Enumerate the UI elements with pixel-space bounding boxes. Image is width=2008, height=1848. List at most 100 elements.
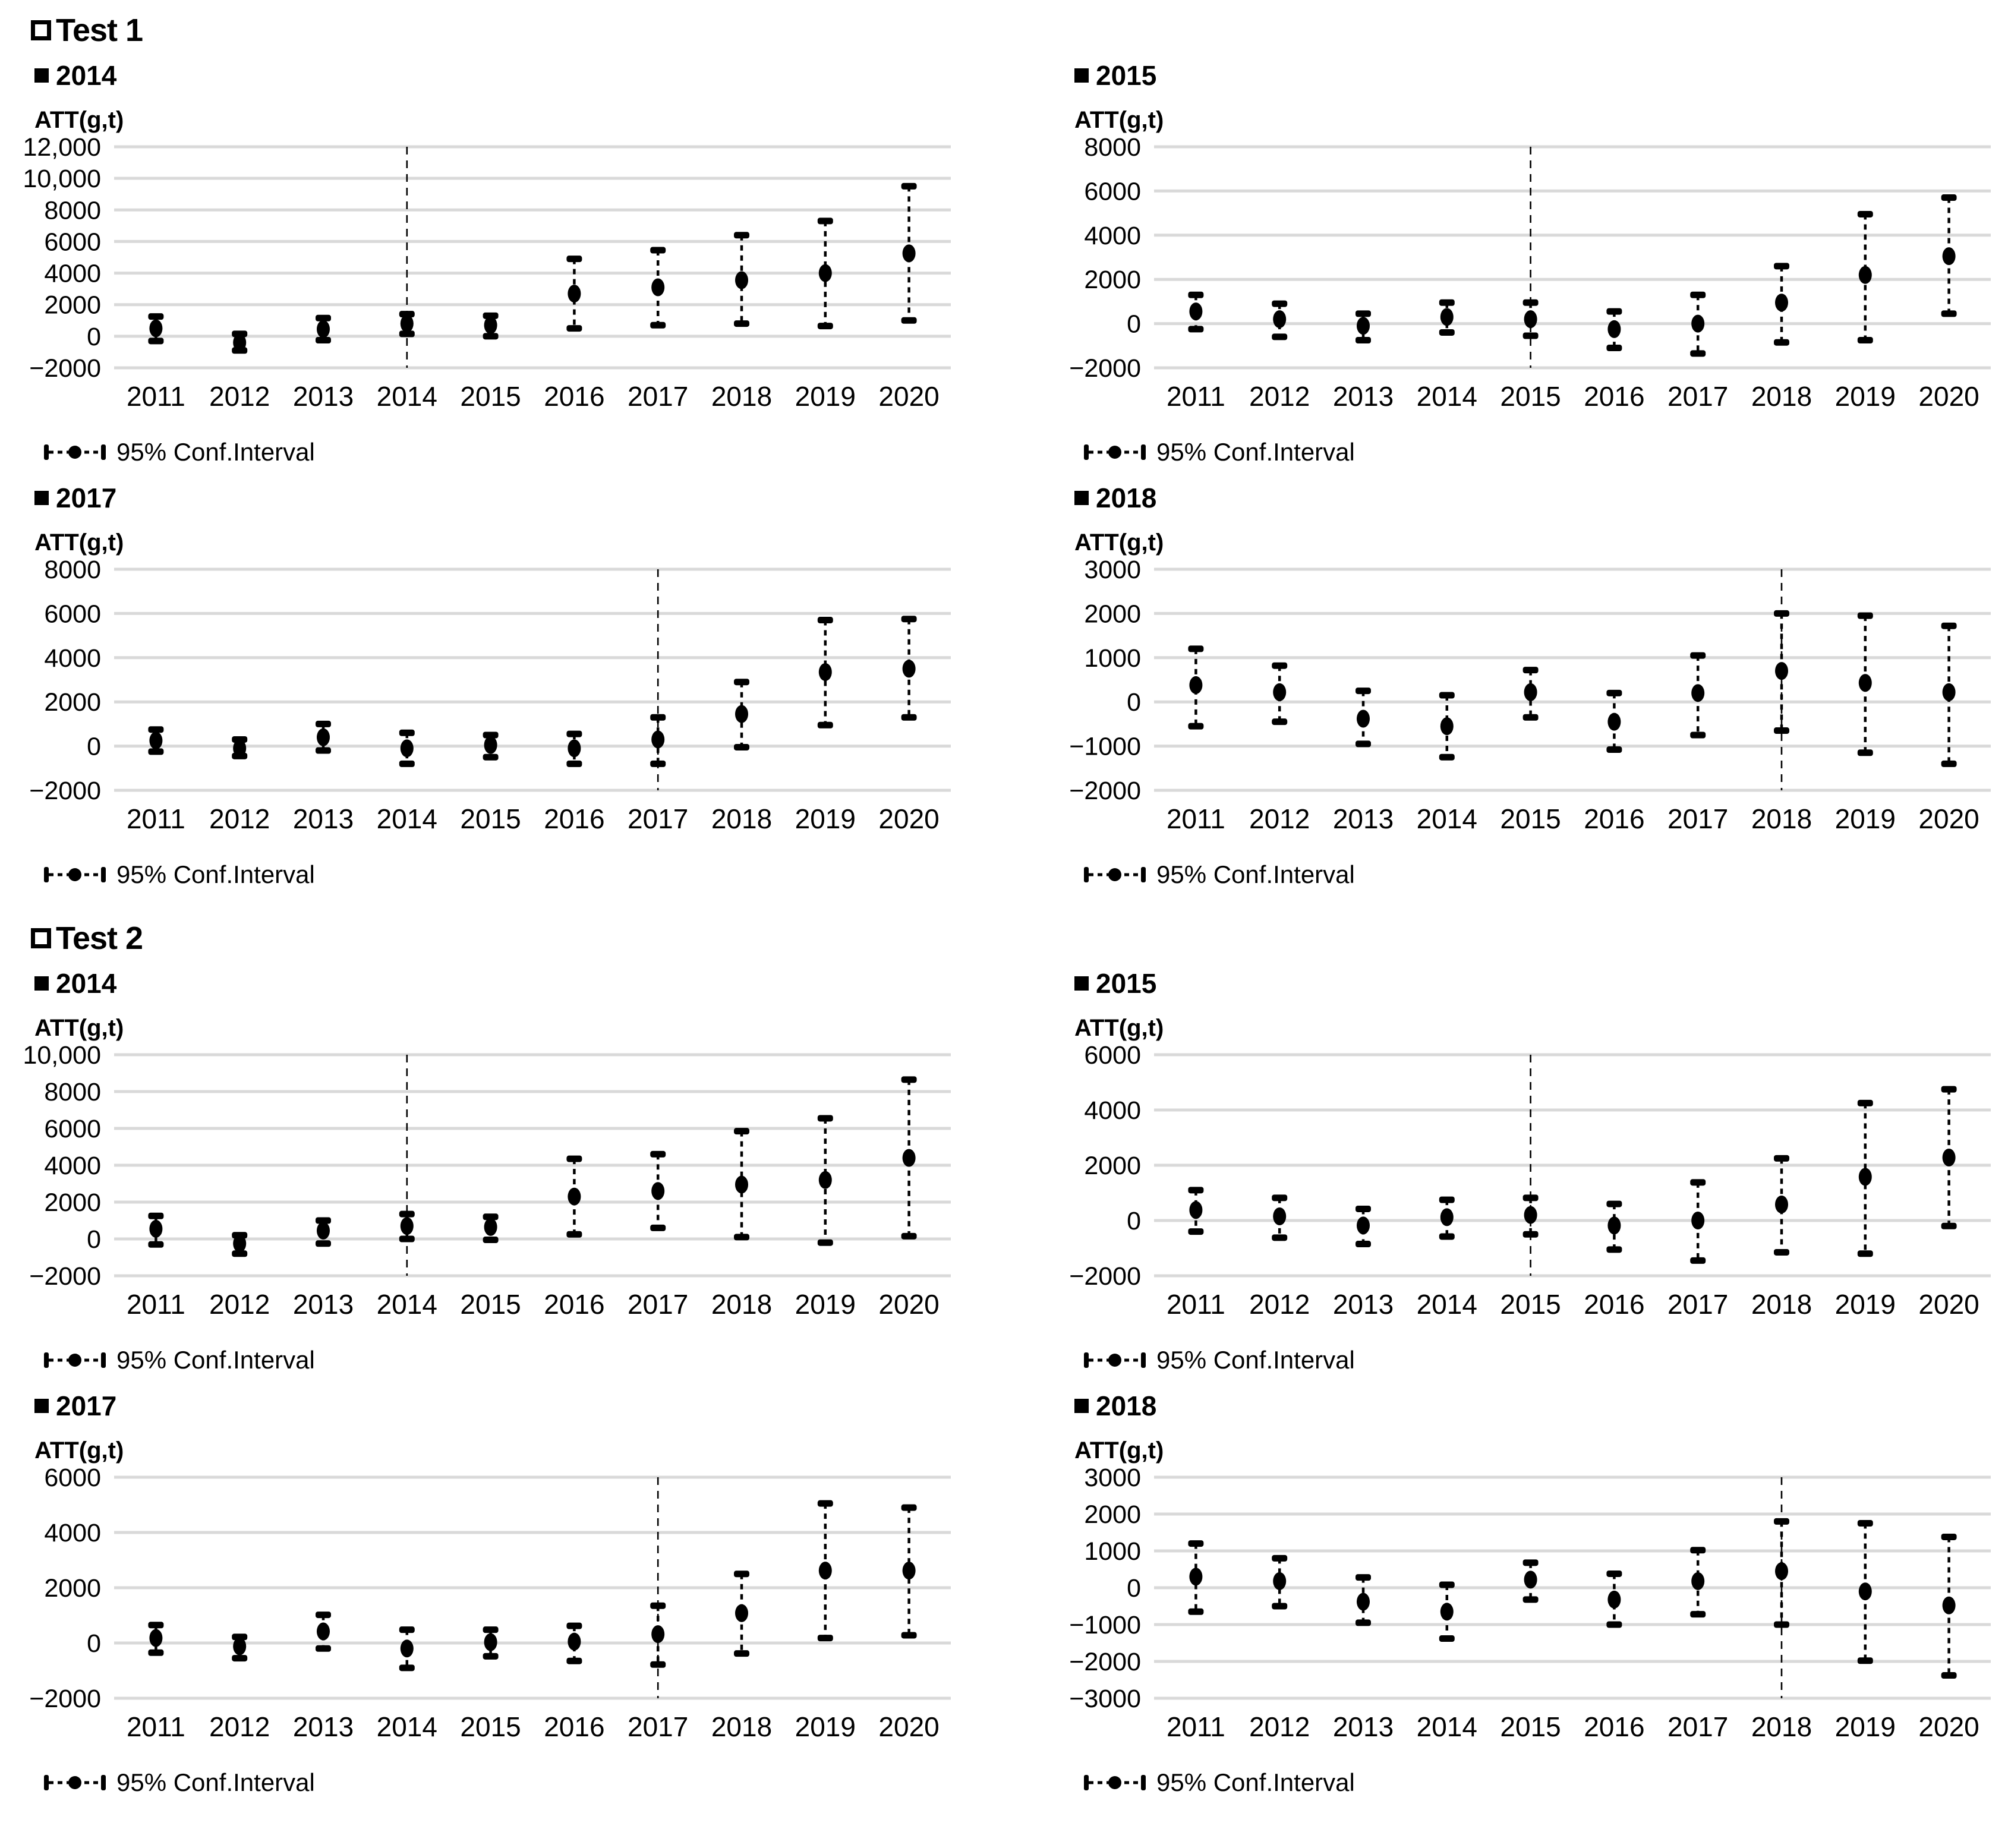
svg-text:−2000: −2000	[1069, 1648, 1141, 1676]
svg-text:2020: 2020	[878, 381, 939, 412]
section-title-test1: Test 1	[31, 12, 2008, 49]
svg-text:2000: 2000	[1084, 1152, 1141, 1180]
svg-text:2020: 2020	[1918, 1711, 1979, 1742]
svg-text:2000: 2000	[44, 1188, 101, 1217]
svg-text:0: 0	[87, 1225, 101, 1254]
svg-text:2013: 2013	[293, 1711, 354, 1742]
svg-text:2015: 2015	[1500, 1711, 1561, 1742]
svg-text:2020: 2020	[878, 803, 939, 834]
svg-text:2015: 2015	[1500, 803, 1561, 834]
svg-text:2020: 2020	[878, 1289, 939, 1320]
svg-text:2015: 2015	[1500, 1289, 1561, 1320]
svg-text:10,000: 10,000	[23, 1044, 101, 1070]
legend-label: 95% Conf.Interval	[1156, 1346, 1355, 1374]
svg-text:2018: 2018	[1751, 1289, 1812, 1320]
legend-label: 95% Conf.Interval	[1156, 1768, 1355, 1796]
svg-text:2015: 2015	[460, 803, 521, 834]
chart-panel-test1-2018: 2018 ATT(g,t) −2000 −1000 0 1000 2000 3000 201…	[1060, 477, 2005, 889]
svg-text:2012: 2012	[209, 1711, 270, 1742]
chart-panel-test2-2015: 2015 ATT(g,t) −2000 0 2000 4000 6000 2011 2012…	[1060, 963, 2005, 1374]
error-bar-chart: −2000 0 2000 4000 6000 8000 10,000 12,000 2011 20…	[20, 136, 965, 437]
section-title-label: Test 1	[56, 12, 143, 48]
svg-text:2020: 2020	[1918, 381, 1979, 412]
svg-text:4000: 4000	[44, 1152, 101, 1180]
y-axis-title: ATT(g,t)	[34, 1015, 124, 1041]
svg-text:−2000: −2000	[29, 1685, 101, 1713]
panel-title-label: 2017	[56, 1390, 117, 1421]
svg-text:2011: 2011	[127, 1711, 185, 1742]
svg-text:2013: 2013	[1333, 1289, 1394, 1320]
panel-title-label: 2018	[1096, 483, 1157, 513]
svg-text:8000: 8000	[1084, 136, 1141, 162]
svg-text:2018: 2018	[1751, 1711, 1812, 1742]
confidence-interval-icon	[1084, 444, 1146, 460]
chart-panel-test1-2014: 2014 ATT(g,t) −2000 0 2000 4000 6000 8000 10,0…	[20, 55, 965, 466]
legend-label: 95% Conf.Interval	[116, 1346, 315, 1374]
svg-text:2012: 2012	[1249, 803, 1310, 834]
svg-text:2016: 2016	[544, 381, 604, 412]
svg-text:2019: 2019	[1835, 1711, 1896, 1742]
svg-text:3000: 3000	[1084, 559, 1141, 584]
svg-text:4000: 4000	[44, 1519, 101, 1547]
confidence-interval-icon	[44, 444, 106, 460]
svg-text:2012: 2012	[209, 381, 270, 412]
svg-text:2018: 2018	[1751, 381, 1812, 412]
svg-text:0: 0	[1127, 688, 1141, 717]
svg-text:0: 0	[87, 1629, 101, 1658]
svg-text:2017: 2017	[628, 1289, 688, 1320]
svg-text:0: 0	[1127, 1574, 1141, 1603]
svg-text:2000: 2000	[1084, 266, 1141, 294]
legend-label: 95% Conf.Interval	[116, 860, 315, 888]
confidence-interval-icon	[1084, 867, 1146, 882]
svg-text:1000: 1000	[1084, 1537, 1141, 1566]
y-axis-title: ATT(g,t)	[1074, 1015, 1164, 1041]
svg-text:2015: 2015	[460, 381, 521, 412]
error-bar-chart: −2000 0 2000 4000 6000 2011 2012 2013 2014 2015 20…	[20, 1467, 965, 1767]
svg-text:−1000: −1000	[1069, 733, 1141, 761]
panel-title: 2015	[1074, 967, 2005, 999]
svg-text:2019: 2019	[795, 803, 856, 834]
svg-text:2017: 2017	[1667, 803, 1728, 834]
svg-text:2011: 2011	[1167, 1289, 1225, 1320]
filled-square-icon	[34, 976, 49, 991]
y-axis-title: ATT(g,t)	[34, 107, 124, 133]
svg-text:2011: 2011	[1167, 1711, 1225, 1742]
svg-text:0: 0	[87, 733, 101, 761]
svg-text:2019: 2019	[795, 1711, 856, 1742]
filled-square-icon	[34, 68, 49, 83]
panel-title-label: 2018	[1096, 1390, 1157, 1421]
confidence-interval-icon	[44, 1775, 106, 1790]
svg-text:2011: 2011	[1167, 803, 1225, 834]
svg-text:1000: 1000	[1084, 644, 1141, 673]
svg-text:4000: 4000	[44, 260, 101, 288]
legend: 95% Conf.Interval	[43, 1346, 965, 1374]
filled-square-icon	[34, 1399, 49, 1413]
svg-text:2013: 2013	[1333, 803, 1394, 834]
svg-text:2013: 2013	[293, 1289, 354, 1320]
y-axis-title: ATT(g,t)	[1074, 529, 1164, 556]
legend: 95% Conf.Interval	[43, 438, 965, 466]
section-title-test2: Test 2	[31, 920, 2008, 957]
svg-text:2018: 2018	[711, 803, 772, 834]
svg-text:2014: 2014	[1417, 1711, 1477, 1742]
panel-title: 2017	[34, 482, 965, 514]
svg-text:−3000: −3000	[1069, 1685, 1141, 1713]
svg-text:2012: 2012	[1249, 381, 1310, 412]
svg-text:2019: 2019	[795, 1289, 856, 1320]
svg-text:2000: 2000	[44, 291, 101, 320]
legend: 95% Conf.Interval	[1083, 1346, 2005, 1374]
svg-text:2013: 2013	[293, 803, 354, 834]
svg-text:8000: 8000	[44, 196, 101, 225]
legend-label: 95% Conf.Interval	[116, 438, 315, 466]
svg-text:2016: 2016	[1584, 1711, 1644, 1742]
svg-text:4000: 4000	[1084, 222, 1141, 250]
svg-text:2011: 2011	[1167, 381, 1225, 412]
svg-text:2012: 2012	[1249, 1711, 1310, 1742]
svg-text:0: 0	[87, 323, 101, 351]
svg-text:2014: 2014	[1417, 1289, 1477, 1320]
svg-text:2014: 2014	[1417, 803, 1477, 834]
svg-text:2017: 2017	[1667, 1289, 1728, 1320]
svg-text:2011: 2011	[127, 1289, 185, 1320]
hollow-square-icon	[31, 928, 51, 948]
svg-text:2013: 2013	[1333, 1711, 1394, 1742]
